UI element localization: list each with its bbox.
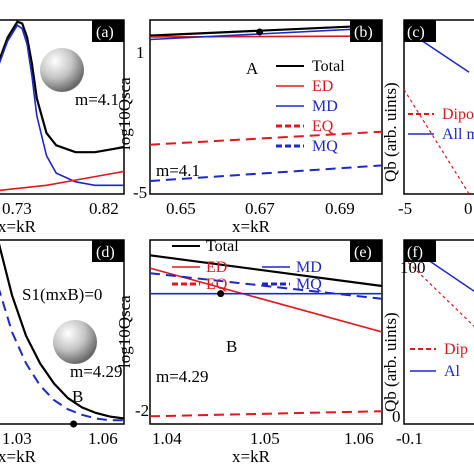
panel-e-letter: (e)	[354, 244, 372, 261]
panel-b-letter-box	[350, 20, 382, 42]
panel-b-ytick: 1	[136, 43, 145, 62]
panel-b-xtick: 0.67	[245, 199, 275, 218]
panel-d-m-label: m=4.29	[70, 362, 123, 381]
panel-d-letter-box	[92, 240, 124, 262]
panel-b-xtick: 0.65	[166, 199, 196, 218]
panel-d-eq-label: S1(mxB)=0	[22, 285, 102, 304]
series-line-total	[0, 243, 125, 420]
panel-a-letter: (a)	[96, 24, 114, 41]
panel-f-frame	[403, 239, 474, 425]
panel-f-xtick: -0.1	[396, 429, 423, 448]
panel-d-plot	[0, 243, 125, 428]
series-line-ed	[149, 35, 383, 38]
panel-c-xtick: 0	[464, 199, 473, 218]
panel-c-ylabel: Qb (arb. uints)	[381, 82, 400, 182]
legend-label-dip: Dip	[444, 341, 468, 358]
panel-c-xtick: -5	[398, 199, 412, 218]
series-line-md	[0, 24, 124, 187]
panel-e-plot	[149, 254, 383, 418]
panel-e-point-label: B	[226, 337, 237, 356]
panel-c: (c) Qb (arb. uints) Dipo All m -5 0	[381, 19, 474, 218]
panel-b-xlabel: x=kR	[232, 217, 271, 236]
legend-label-ed: ED	[206, 259, 227, 276]
panel-d-xtick: 1.03	[2, 429, 32, 448]
panel-a-xtick: 0.82	[89, 199, 119, 218]
panel-f-letter-box	[404, 240, 436, 262]
marker-point-b	[70, 420, 78, 428]
panel-d-letter: (d)	[96, 244, 115, 261]
panel-f-ytick: 0	[392, 407, 401, 426]
panel-e-xtick: 1.04	[152, 429, 182, 448]
panel-e: (e) -2 log10Qsca 1.04 1.05 1.06 x=kR B m…	[115, 238, 383, 466]
panel-b-legend: Total ED MD EQ MQ	[276, 58, 345, 155]
panel-b-xtick: 0.69	[325, 199, 355, 218]
panel-e-xtick: 1.05	[250, 429, 280, 448]
panel-f: (f) Qb (arb. uints) 100 0 Dip Al -0.1	[381, 239, 474, 448]
panel-f-ylabel: Qb (arb. uints)	[381, 312, 400, 412]
panel-e-legend: Total ED MD EQ MQ	[172, 238, 322, 293]
sphere-icon	[40, 48, 84, 92]
series-line-mq	[149, 164, 383, 182]
legend-label-all: All m	[442, 126, 474, 143]
panel-e-m-label: m=4.29	[156, 367, 209, 386]
legend-label-md: MD	[296, 259, 322, 276]
panel-c-legend: Dipo All m	[408, 106, 474, 143]
legend-label-al: Al	[444, 363, 461, 380]
series-line-total	[149, 24, 383, 37]
series-line-mq	[0, 289, 124, 422]
series-line-md	[149, 27, 383, 41]
panel-a-m-label: m=4.1	[75, 90, 119, 109]
panel-a-plot	[0, 20, 125, 192]
panel-d-point-label: B	[72, 387, 83, 406]
sphere-icon	[53, 320, 97, 364]
legend-label-eq: EQ	[206, 276, 228, 293]
panel-d-xtick: 1.06	[88, 429, 118, 448]
panel-d: (d) S1(mxB)=0 m=4.29 B 1.03 1.06 x=kR	[0, 239, 125, 466]
panel-b-point-label: A	[246, 59, 259, 78]
panel-c-letter-box	[404, 20, 436, 42]
series-line-eq	[149, 130, 383, 146]
panel-e-letter-box	[350, 240, 382, 262]
panel-b-frame	[149, 19, 383, 195]
panel-f-letter: (f)	[407, 244, 423, 261]
panel-d-xlabel: x=kR	[0, 447, 37, 466]
series-line-total	[0, 20, 125, 154]
panel-a: (a) m=4.1 0.73 0.82 x=kR	[0, 19, 125, 236]
legend-label-ed: ED	[312, 78, 333, 95]
legend-label-eq: EQ	[312, 118, 334, 135]
series-line-total	[149, 254, 383, 288]
panel-b-ylabel: log10Qsca	[115, 77, 134, 150]
legend-label-mq: MQ	[296, 276, 322, 293]
panel-b-plot	[149, 24, 383, 182]
panel-b: (b) 1 -5 log10Qsca 0.65 0.67 0.69 x=kR A…	[115, 19, 383, 236]
panel-e-xlabel: x=kR	[232, 447, 271, 466]
marker-point-b	[217, 290, 225, 298]
series-line-mq	[149, 272, 383, 300]
series-line-dipo	[403, 89, 470, 195]
panel-e-ytick: -2	[135, 401, 149, 420]
legend-label-md: MD	[312, 98, 338, 115]
panel-a-xtick: 0.73	[2, 199, 32, 218]
series-line-eq	[149, 410, 383, 418]
panel-a-xlabel: x=kR	[0, 217, 37, 236]
series-line-ed	[0, 170, 125, 192]
legend-label-total: Total	[312, 58, 345, 75]
legend-label-dipo: Dipo	[442, 106, 474, 123]
panel-c-frame	[403, 19, 474, 195]
panel-e-ylabel: log10Qsca	[115, 295, 134, 368]
legend-label-total: Total	[206, 238, 239, 255]
panel-b-letter: (b)	[354, 24, 373, 41]
panel-b-m-label: m=4.1	[156, 161, 200, 180]
panel-a-letter-box	[92, 20, 124, 42]
marker-point-a	[256, 28, 264, 36]
panel-f-ytick: 100	[400, 258, 426, 277]
legend-label-mq: MQ	[312, 138, 338, 155]
panel-c-letter: (c)	[407, 24, 425, 41]
panel-b-ytick: -5	[133, 183, 147, 202]
panel-f-legend: Dip Al	[410, 341, 468, 380]
series-line-ed	[149, 267, 383, 333]
panel-e-xtick: 1.06	[344, 429, 374, 448]
